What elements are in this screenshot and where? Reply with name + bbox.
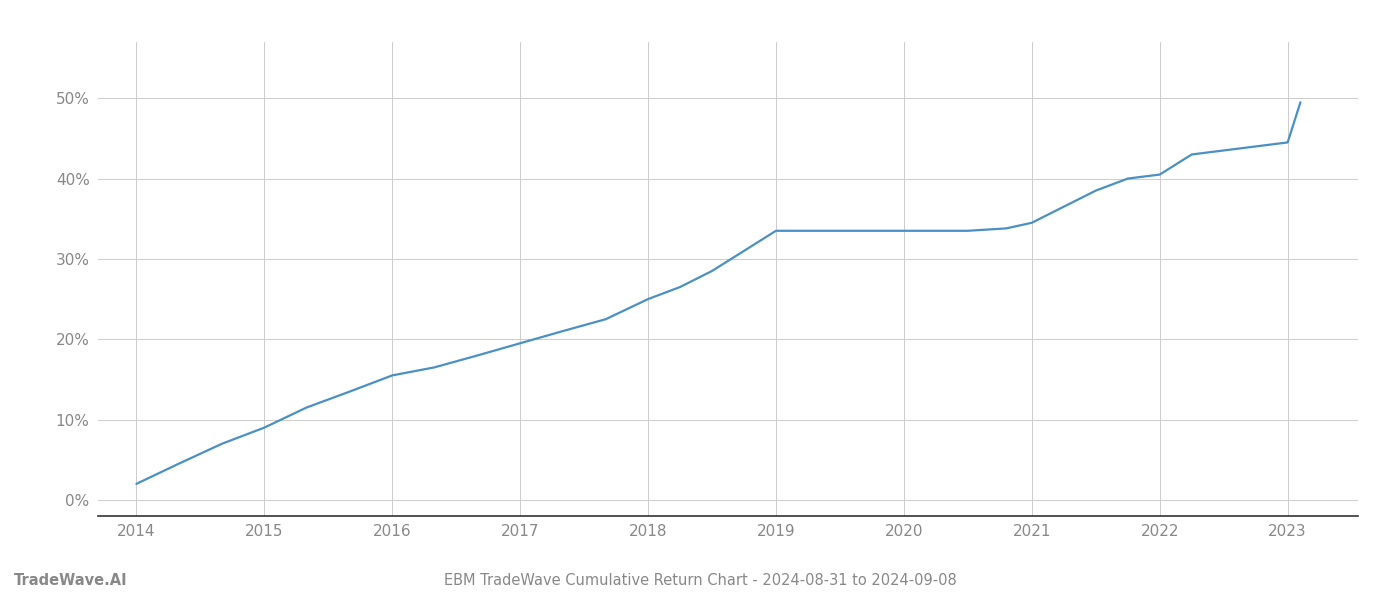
Text: TradeWave.AI: TradeWave.AI	[14, 573, 127, 588]
Text: EBM TradeWave Cumulative Return Chart - 2024-08-31 to 2024-09-08: EBM TradeWave Cumulative Return Chart - …	[444, 573, 956, 588]
